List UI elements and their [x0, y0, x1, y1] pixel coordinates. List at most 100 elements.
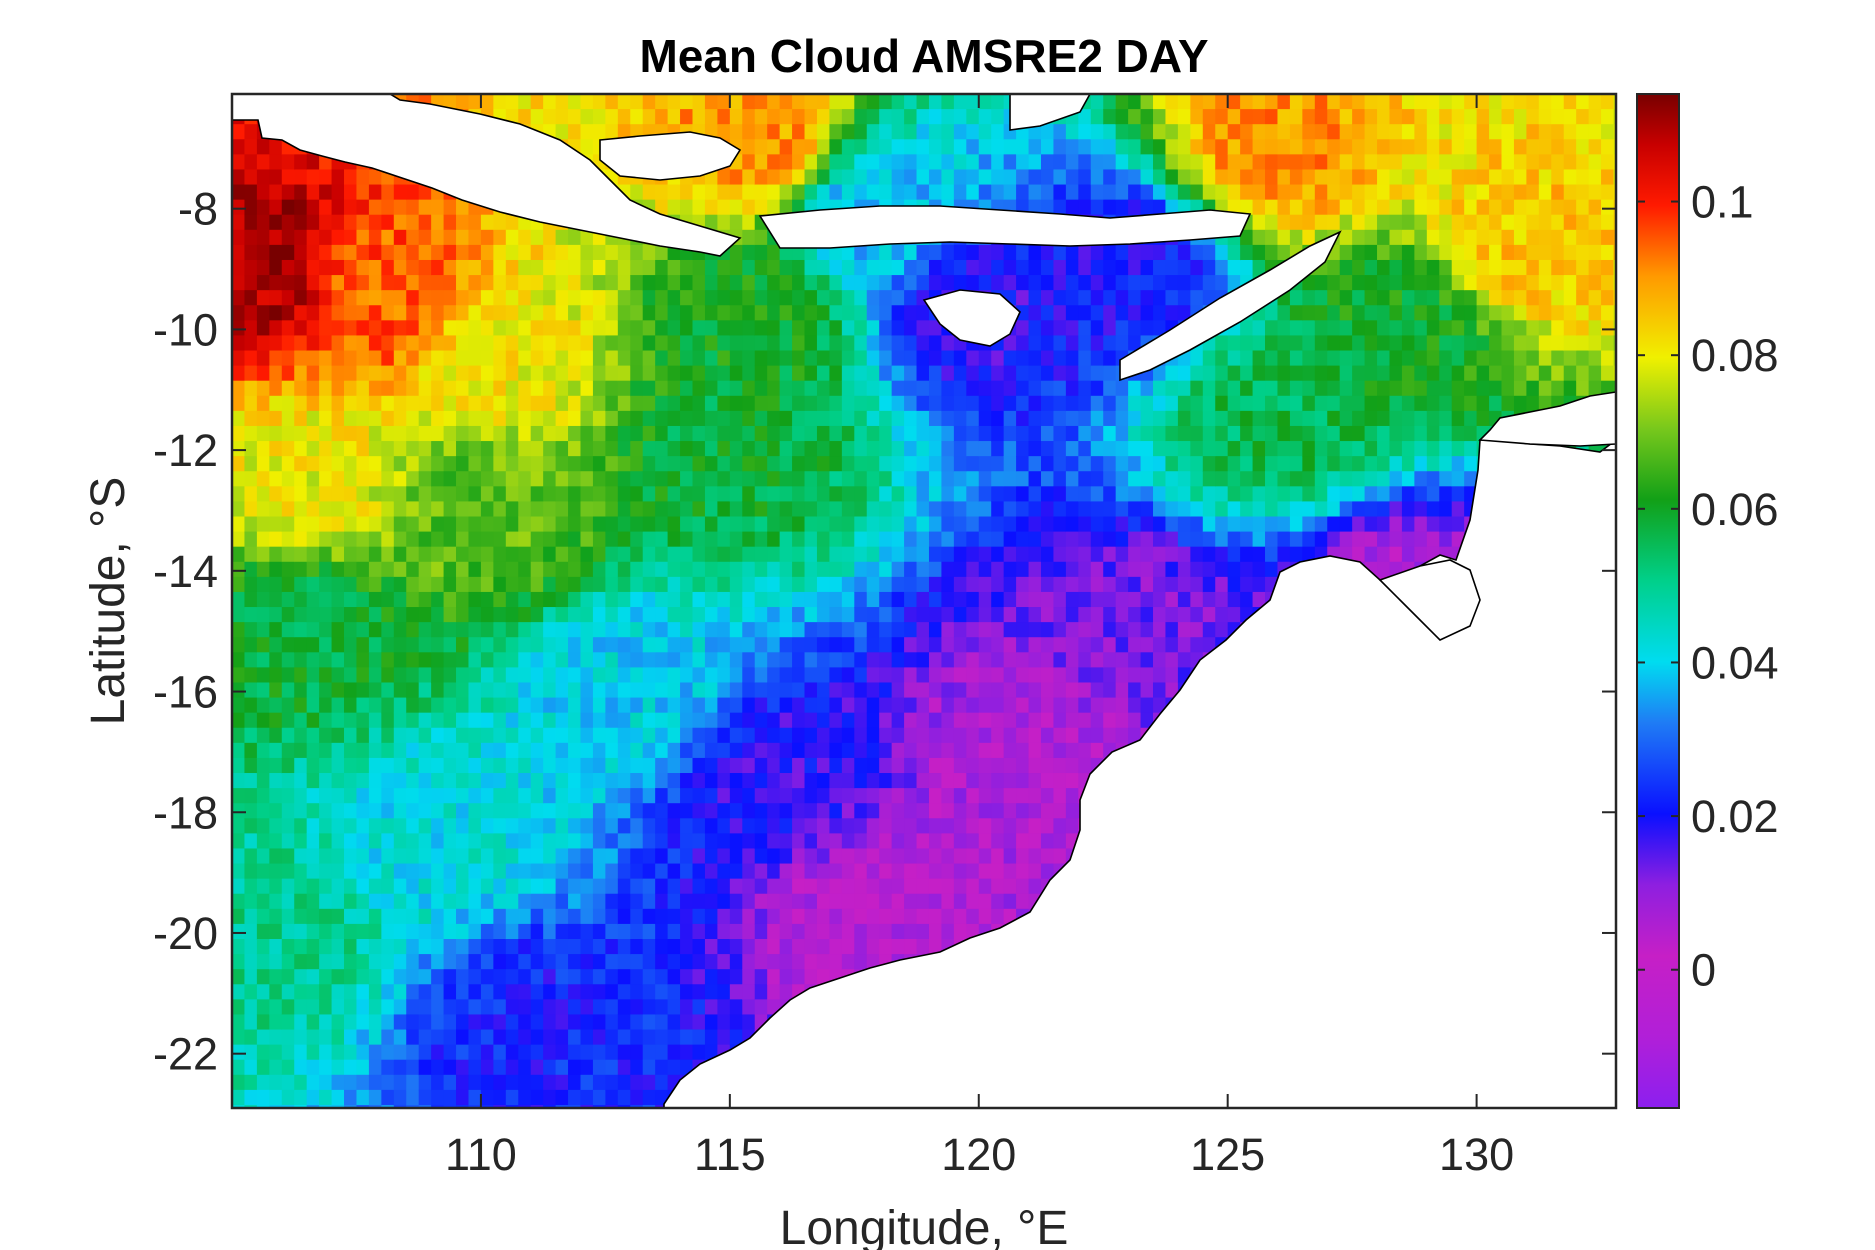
heatmap-cell: [1078, 516, 1092, 533]
heatmap-cell: [717, 742, 731, 759]
heatmap-cell: [356, 1074, 370, 1091]
heatmap-cell: [754, 803, 768, 819]
heatmap-cell: [816, 954, 831, 970]
heatmap-cell: [1003, 803, 1017, 819]
heatmap-cell: [505, 365, 519, 382]
heatmap-cell: [344, 456, 358, 472]
heatmap-cell: [493, 954, 507, 970]
heatmap-cell: [841, 939, 855, 955]
heatmap-cell: [306, 818, 320, 834]
heatmap-cell: [443, 863, 457, 880]
heatmap-cell: [592, 1074, 606, 1091]
heatmap-cell: [518, 652, 532, 668]
heatmap-cell: [792, 275, 806, 291]
heatmap-cell: [1040, 546, 1055, 563]
heatmap-cell: [480, 244, 494, 261]
heatmap-cell: [456, 244, 470, 261]
heatmap-cell: [841, 591, 855, 608]
heatmap-cell: [356, 441, 370, 457]
heatmap-cell: [256, 712, 270, 729]
heatmap-cell: [891, 305, 905, 321]
heatmap-cell: [381, 1089, 395, 1106]
heatmap-cell: [319, 561, 333, 578]
heatmap-cell: [580, 637, 594, 653]
heatmap-cell: [767, 773, 781, 789]
heatmap-cell: [742, 199, 756, 216]
heatmap-cell: [568, 727, 582, 744]
heatmap-cell: [393, 969, 407, 985]
heatmap-cell: [928, 516, 943, 533]
heatmap-cell: [617, 561, 631, 578]
heatmap-cell: [256, 1014, 270, 1031]
heatmap-cell: [294, 697, 308, 714]
heatmap-cell: [568, 1059, 582, 1076]
heatmap-cell: [667, 546, 681, 563]
heatmap-cell: [1028, 305, 1042, 321]
heatmap-cell: [294, 622, 308, 638]
heatmap-cell: [281, 410, 295, 427]
heatmap-cell: [555, 893, 569, 910]
heatmap-cell: [941, 893, 955, 910]
heatmap-cell: [617, 727, 631, 744]
heatmap-cell: [941, 335, 955, 352]
heatmap-cell: [269, 757, 283, 774]
heatmap-cell: [568, 305, 582, 321]
heatmap-cell: [381, 742, 395, 759]
heatmap-cell: [605, 893, 619, 910]
heatmap-cell: [717, 878, 731, 895]
heatmap-cell: [966, 591, 980, 608]
heatmap-cell: [642, 290, 656, 306]
heatmap-cell: [331, 169, 345, 186]
heatmap-cell: [953, 863, 967, 880]
heatmap-cell: [568, 969, 582, 985]
heatmap-cell: [468, 1074, 482, 1091]
heatmap-cell: [406, 863, 420, 880]
heatmap-cell: [368, 712, 382, 729]
heatmap-cell: [232, 531, 246, 548]
heatmap-cell: [306, 395, 320, 412]
heatmap-cell: [966, 561, 980, 578]
heatmap-cell: [655, 1044, 669, 1061]
heatmap-cell: [866, 305, 880, 321]
heatmap-cell: [966, 848, 980, 865]
heatmap-cell: [841, 893, 855, 910]
heatmap-cell: [779, 833, 793, 850]
heatmap-cell: [966, 637, 980, 653]
heatmap-cell: [256, 275, 270, 291]
heatmap-cell: [344, 1044, 358, 1061]
heatmap-cell: [393, 561, 407, 578]
heatmap-cell: [680, 848, 694, 865]
heatmap-cell: [331, 1014, 345, 1031]
heatmap-cell: [281, 893, 295, 910]
heatmap-cell: [592, 742, 606, 759]
heatmap-cell: [331, 214, 345, 231]
heatmap-cell: [1128, 667, 1142, 684]
heatmap-cell: [543, 939, 557, 955]
heatmap-cell: [232, 637, 246, 653]
heatmap-cell: [505, 682, 519, 699]
heatmap-cell: [568, 788, 582, 804]
heatmap-cell: [232, 607, 246, 623]
heatmap-cell: [269, 667, 283, 684]
heatmap-cell: [443, 923, 457, 940]
heatmap-cell: [1028, 350, 1042, 367]
heatmap-cell: [779, 169, 793, 186]
heatmap-cell: [1040, 305, 1055, 321]
heatmap-cell: [667, 652, 681, 668]
heatmap-cell: [331, 999, 345, 1016]
heatmap-cell: [866, 456, 880, 472]
heatmap-cell: [655, 878, 669, 895]
heatmap-cell: [680, 410, 694, 427]
heatmap-cell: [505, 546, 519, 563]
heatmap-cell: [356, 652, 370, 668]
heatmap-cell: [617, 803, 631, 819]
heatmap-cell: [617, 788, 631, 804]
heatmap-cell: [356, 1104, 370, 1108]
heatmap-cell: [928, 561, 943, 578]
heatmap-cell: [468, 607, 482, 623]
heatmap-cell: [306, 1089, 320, 1106]
heatmap-cell: [667, 969, 681, 985]
heatmap-cell: [356, 682, 370, 699]
heatmap-cell: [966, 682, 980, 699]
heatmap-cell: [468, 305, 482, 321]
